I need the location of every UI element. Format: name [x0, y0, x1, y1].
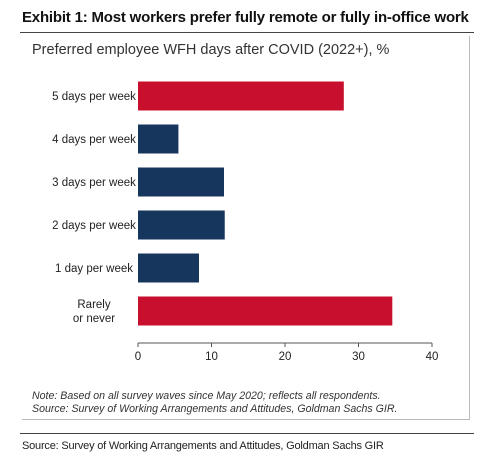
x-tick-label-2: 20: [279, 351, 292, 363]
category-label-3: 3 days per week: [52, 177, 136, 189]
category-label-1: 5 days per week: [52, 91, 136, 103]
category-label-4: 2 days per week: [52, 220, 136, 232]
bar-5: [138, 253, 200, 283]
bars-layer: [138, 81, 393, 326]
top-rule: [20, 32, 474, 33]
bottom-rule: [20, 433, 474, 434]
note-source-line: Source: Survey of Working Arrangements a…: [32, 403, 398, 415]
exhibit-title: Exhibit 1: Most workers prefer fully rem…: [22, 9, 469, 26]
x-tick-label-0: 0: [135, 351, 141, 363]
bar-6: [138, 296, 393, 326]
category-label-6: Rarely or never: [73, 299, 115, 325]
bar-1: [138, 81, 344, 111]
bar-4: [138, 210, 225, 240]
chart-panel: Preferred employee WFH days after COVID …: [22, 36, 470, 420]
x-tick-label-1: 10: [205, 351, 218, 363]
exhibit-source: Source: Survey of Working Arrangements a…: [22, 440, 384, 452]
category-labels: 5 days per week 4 days per week 3 days per…: [52, 91, 136, 325]
bar-chart: 5 days per week 4 days per week 3 days per…: [52, 81, 439, 363]
bar-2: [138, 124, 179, 154]
chart-note: Note: Based on all survey waves since Ma…: [32, 390, 397, 416]
x-tick-label-4: 40: [426, 351, 439, 363]
note-line: Note: Based on all survey waves since Ma…: [32, 390, 381, 402]
x-axis: 0 10 20 30 40: [135, 342, 439, 363]
category-label-5: 1 day per week: [55, 263, 133, 275]
category-label-2: 4 days per week: [52, 134, 136, 146]
bar-3: [138, 167, 224, 197]
x-tick-label-3: 30: [352, 351, 365, 363]
chart-title: Preferred employee WFH days after COVID …: [32, 42, 390, 58]
